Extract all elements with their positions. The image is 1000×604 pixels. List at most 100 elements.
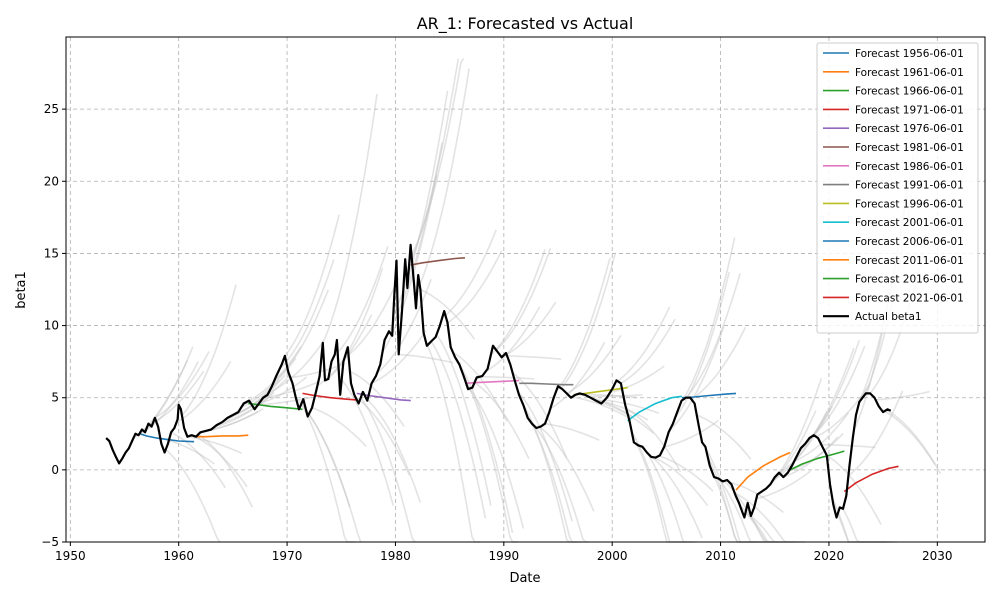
rolling-forecast-line: [230, 374, 286, 417]
rolling-forecast-line: [414, 68, 470, 296]
rolling-forecast-line: [420, 288, 476, 340]
x-axis-label: Date: [509, 571, 540, 586]
rolling-forecast-line: [365, 397, 422, 503]
plot-area-frame: [65, 36, 986, 543]
rolling-forecast-line: [398, 353, 454, 364]
rolling-forecast-line: [338, 376, 395, 506]
rolling-forecast-line: [685, 273, 741, 399]
legend-label: Forecast 2006-06-01: [855, 236, 964, 248]
rolling-forecast-line: [468, 388, 525, 529]
forecast-line: [302, 392, 357, 401]
rolling-forecast-line: [620, 318, 676, 384]
rolling-forecast-line: [848, 390, 904, 477]
rolling-forecast-line: [311, 407, 367, 448]
rolling-forecast-line: [425, 341, 480, 543]
rolling-forecast-line: [604, 399, 660, 415]
x-tick-label: 1950: [55, 549, 86, 563]
rolling-forecast-line: [653, 456, 709, 507]
legend-label: Forecast 1956-06-01: [855, 48, 964, 60]
legend-label: Forecast 1976-06-01: [855, 123, 964, 135]
rolling-forecast-line: [333, 245, 389, 358]
forecast-line: [248, 402, 303, 411]
forecast-line: [735, 451, 791, 491]
forecast-line: [464, 379, 520, 385]
y-tick-label: 10: [44, 319, 59, 333]
rolling-forecast-line: [354, 396, 411, 476]
legend-label: Forecast 1986-06-01: [855, 161, 964, 173]
legend-label: Forecast 1996-06-01: [855, 198, 964, 210]
rolling-forecast-line: [300, 403, 356, 543]
y-tick-label: −5: [41, 535, 59, 549]
rolling-forecast-line: [349, 370, 405, 428]
y-axis-ticks: −5 0 5 10 15 20 25: [41, 102, 66, 549]
y-tick-label: 0: [51, 463, 59, 477]
rolling-forecast-line: [815, 383, 871, 438]
actual-line: [105, 243, 892, 519]
rolling-forecast-line: [290, 362, 345, 379]
rolling-forecast-line: [658, 455, 714, 492]
legend-label: Forecast 2021-06-01: [855, 292, 964, 304]
rolling-forecast-line: [555, 257, 611, 393]
rolling-forecast-line: [273, 289, 330, 382]
rolling-forecast-line: [219, 391, 275, 425]
y-tick-label: 25: [44, 102, 59, 116]
x-tick-label: 1960: [163, 549, 194, 563]
forecast-line: [789, 450, 845, 471]
rolling-forecast-line: [734, 492, 789, 543]
legend-label: Forecast 2016-06-01: [855, 274, 964, 286]
x-axis-ticks: 1950 1960 1970 1980 1990 2000 2010 2020 2030: [55, 542, 953, 563]
y-axis-label: beta1: [14, 271, 29, 309]
legend-label: Forecast 2011-06-01: [855, 255, 964, 267]
rolling-forecast-line: [507, 355, 562, 360]
rolling-forecast-line: [457, 362, 514, 533]
rolling-forecast-line: [484, 306, 541, 373]
legend-label: Forecast 1966-06-01: [855, 86, 964, 98]
rolling-forecast-line: [821, 443, 876, 449]
rolling-forecast-line: [495, 248, 552, 351]
rolling-forecast-line: [447, 250, 503, 324]
rolling-forecast-line: [804, 339, 861, 445]
rolling-forecast-line: [165, 449, 221, 543]
rolling-forecast-line: [441, 229, 497, 320]
rolling-forecast-line: [663, 419, 719, 448]
rolling-forecast-line: [728, 481, 784, 514]
rolling-forecast-line: [544, 422, 600, 442]
rolling-forecast-line: [588, 394, 643, 398]
rolling-forecast-line: [344, 277, 400, 359]
rolling-forecast-line: [490, 249, 546, 356]
forecast-line: [410, 257, 466, 266]
rolling-forecast-line: [479, 375, 535, 380]
rolling-forecast-line: [647, 452, 703, 539]
x-tick-label: 2010: [705, 549, 736, 563]
rolling-forecast-line: [252, 376, 308, 407]
rolling-forecast-line: [571, 396, 627, 418]
legend-label: Forecast 1991-06-01: [855, 180, 964, 192]
rolling-forecast-line: [679, 237, 736, 404]
forecast-line: [139, 433, 195, 443]
rolling-forecast-line: [322, 93, 378, 344]
rolling-forecast-line: [788, 433, 844, 472]
rolling-forecast-line: [192, 434, 248, 488]
rolling-forecast-line: [777, 405, 833, 475]
rolling-forecast-line: [669, 326, 725, 431]
rolling-forecast-line: [268, 341, 324, 394]
y-tick-label: 20: [44, 174, 59, 188]
rolling-forecast-line: [452, 351, 508, 422]
rolling-forecast-line: [403, 58, 460, 277]
forecast-line: [627, 395, 682, 422]
x-tick-label: 1970: [272, 549, 303, 563]
forecast-line: [194, 434, 249, 438]
rolling-forecast-line: [582, 393, 638, 399]
legend-label: Actual beta1: [855, 311, 922, 323]
rolling-forecast-line: [263, 381, 318, 399]
rolling-forecast-line: [826, 454, 882, 525]
rolling-forecast-line: [149, 370, 205, 426]
rolling-forecast-line: [598, 401, 654, 434]
rolling-forecast-line: [197, 433, 254, 508]
rolling-forecast-line: [809, 345, 866, 439]
rolling-forecast-line: [132, 359, 189, 440]
rolling-forecast-line: [284, 214, 340, 357]
forecast-line: [843, 465, 899, 493]
rolling-forecast-line: [696, 414, 752, 460]
